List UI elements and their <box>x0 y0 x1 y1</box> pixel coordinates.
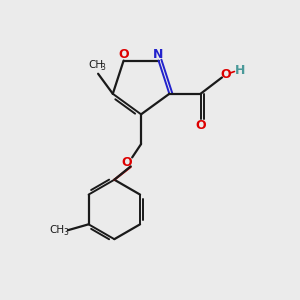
Text: 3: 3 <box>100 63 105 72</box>
Text: O: O <box>122 156 132 169</box>
Text: O: O <box>118 47 129 61</box>
Text: O: O <box>195 119 206 132</box>
Text: 3: 3 <box>63 227 68 236</box>
Text: CH: CH <box>88 60 103 70</box>
Text: H: H <box>235 64 246 76</box>
Text: CH: CH <box>50 225 65 235</box>
Text: O: O <box>220 68 231 81</box>
Text: N: N <box>153 47 164 61</box>
